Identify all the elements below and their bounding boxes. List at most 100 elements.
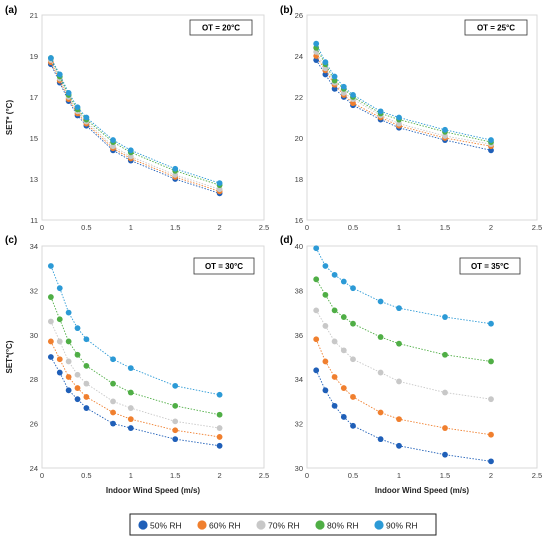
y-tick-label: 30 <box>30 331 38 340</box>
legend-marker <box>197 520 207 530</box>
chart-panel-4: 0 0.5 1 1.5 2 2.5 30 32 34 36 38 40 Indoor Wind Spee… <box>280 235 542 495</box>
y-tick-label: 34 <box>30 242 38 251</box>
data-point <box>110 143 116 150</box>
data-point <box>47 354 54 360</box>
data-point <box>216 434 223 440</box>
x-tick-label: 1 <box>397 223 401 232</box>
data-point <box>110 409 116 416</box>
data-point <box>56 71 63 78</box>
data-point <box>56 356 63 363</box>
x-tick-label: 2.5 <box>532 471 542 480</box>
panel-label: (a) <box>5 5 17 16</box>
data-point <box>488 458 494 465</box>
data-point <box>313 245 320 252</box>
data-point <box>127 153 134 160</box>
data-point <box>322 263 329 269</box>
data-point <box>331 73 338 80</box>
data-point <box>377 409 384 416</box>
y-tick-label: 36 <box>295 331 303 340</box>
data-point <box>350 394 356 400</box>
data-point <box>74 325 81 332</box>
panel-label: (b) <box>280 5 293 16</box>
data-point <box>350 285 356 292</box>
x-tick-label: 2 <box>218 223 222 232</box>
data-point <box>110 398 116 405</box>
y-tick-label: 40 <box>295 242 303 251</box>
legend-marker <box>374 520 384 530</box>
data-point <box>442 351 448 358</box>
data-point <box>83 336 90 343</box>
data-point <box>56 316 63 323</box>
legend-box <box>129 513 437 536</box>
data-point <box>313 336 320 343</box>
y-tick-label: 11 <box>30 216 38 225</box>
data-point <box>322 71 329 78</box>
data-point <box>127 405 134 411</box>
data-point <box>216 411 223 418</box>
data-point <box>488 431 494 438</box>
data-point <box>172 382 179 389</box>
data-point <box>313 367 320 374</box>
data-point <box>350 422 356 429</box>
data-point <box>74 104 81 111</box>
x-tick-label: 2.5 <box>259 223 269 232</box>
plot-area <box>306 14 538 221</box>
data-point <box>127 389 134 396</box>
annotation-box <box>189 19 253 36</box>
x-tick-label: 1 <box>129 223 133 232</box>
x-tick-label: 1.5 <box>440 223 450 232</box>
plot-area <box>41 14 265 221</box>
data-point <box>377 108 384 115</box>
data-point <box>216 391 223 398</box>
x-tick-label: 1.5 <box>170 223 180 232</box>
data-point <box>442 451 448 458</box>
trend-line <box>50 57 220 186</box>
chart-panel-1: 0 0.5 1 1.5 2 2.5 11 13 15 17 19 21 SET* (°C) (a) OT =… <box>5 5 269 232</box>
data-point <box>340 278 347 285</box>
data-point <box>74 351 81 358</box>
x-tick-label: 1 <box>397 471 401 480</box>
y-tick-label: 26 <box>295 11 303 20</box>
data-point <box>396 378 402 385</box>
data-point <box>396 114 402 121</box>
y-tick-label: 15 <box>30 134 38 143</box>
data-point <box>74 396 81 403</box>
data-point <box>56 285 63 292</box>
data-point <box>340 83 347 90</box>
data-point <box>377 298 384 305</box>
legend: 50% RH 60% RH 70% RH 80% RH 90% RH <box>129 513 437 536</box>
data-point <box>322 387 329 394</box>
data-point <box>396 340 402 347</box>
data-point <box>127 425 134 431</box>
data-point <box>442 133 448 139</box>
x-tick-label: 1 <box>129 471 133 480</box>
data-point <box>172 165 179 172</box>
y-tick-label: 21 <box>30 11 38 20</box>
data-point <box>488 147 494 154</box>
x-tick-label: 1.5 <box>170 471 180 480</box>
y-tick-label: 38 <box>295 286 303 295</box>
data-point <box>322 59 329 66</box>
data-point <box>127 365 134 371</box>
chart-panel-3: 0 0.5 1 1.5 2 2.5 24 26 28 30 32 34 SET*(°C) Indoor W… <box>5 235 269 495</box>
data-point <box>442 126 448 133</box>
y-tick-label: 16 <box>295 216 303 225</box>
data-point <box>172 427 179 434</box>
y-tick-label: 26 <box>30 420 38 429</box>
data-point <box>442 425 448 431</box>
data-point <box>331 85 338 92</box>
data-point <box>377 436 384 443</box>
data-point <box>340 347 347 354</box>
data-point <box>47 263 54 269</box>
x-tick-label: 0.5 <box>348 471 358 480</box>
x-tick-label: 0 <box>305 471 309 480</box>
data-point <box>350 320 356 327</box>
x-tick-label: 2 <box>218 471 222 480</box>
data-point <box>56 338 63 345</box>
plot-area <box>41 245 265 469</box>
y-axis-title: SET* (°C) <box>5 100 14 136</box>
data-point <box>331 307 338 314</box>
x-tick-label: 1.5 <box>440 471 450 480</box>
data-point <box>442 314 448 320</box>
